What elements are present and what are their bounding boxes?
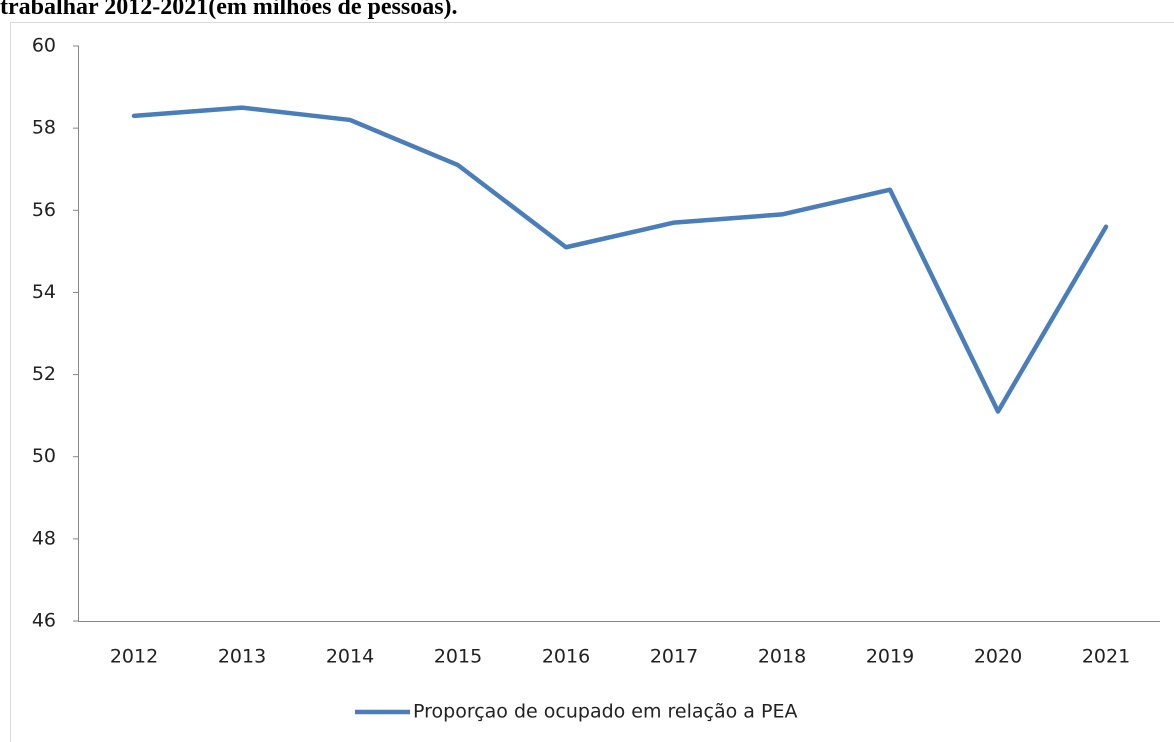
chart-title: trabalhar 2012-2021(em milhões de pessoa… — [0, 0, 458, 20]
y-tick-label: 50 — [32, 445, 56, 467]
y-tick-label: 56 — [32, 199, 56, 221]
y-tick-label: 60 — [32, 35, 56, 57]
x-tick-label: 2021 — [1082, 646, 1130, 668]
x-tick-label: 2013 — [218, 646, 266, 668]
x-tick-label: 2019 — [866, 646, 914, 668]
x-tick-label: 2015 — [434, 646, 482, 668]
x-tick-label: 2020 — [974, 646, 1022, 668]
y-tick-label: 46 — [32, 610, 56, 632]
x-tick-label: 2016 — [542, 646, 590, 668]
x-tick-label: 2018 — [758, 646, 806, 668]
x-tick-label: 2017 — [650, 646, 698, 668]
y-tick-label: 58 — [32, 117, 56, 139]
y-tick-label: 52 — [32, 363, 56, 385]
x-tick-label: 2012 — [110, 646, 158, 668]
y-tick-label: 48 — [32, 527, 56, 549]
chart-frame — [10, 22, 1174, 742]
legend-label: Proporçao de ocupado em relação a PEA — [413, 701, 797, 723]
y-tick-label: 54 — [32, 281, 56, 303]
series-line — [131, 105, 1109, 414]
x-tick-label: 2014 — [326, 646, 374, 668]
